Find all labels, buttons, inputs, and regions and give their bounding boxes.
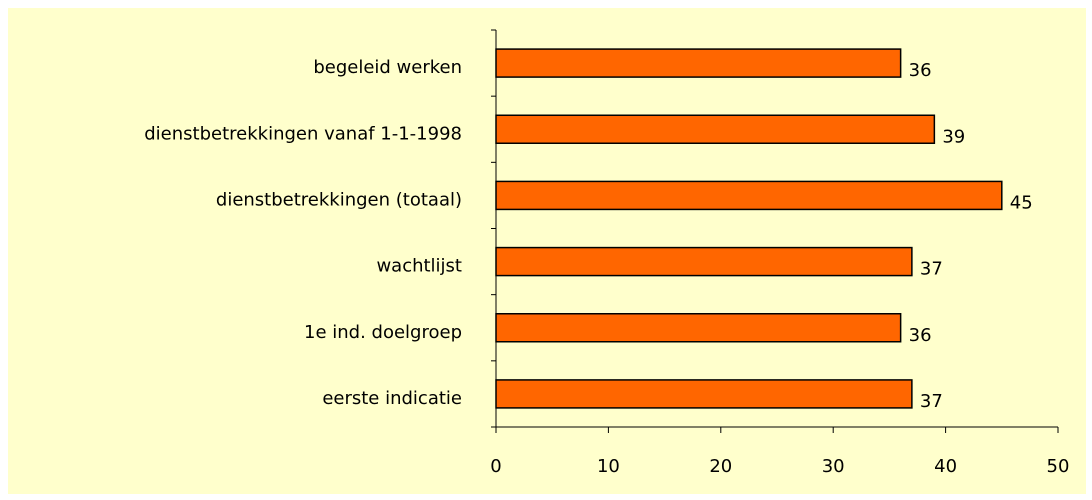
bar	[495, 114, 936, 144]
x-tick-label: 40	[934, 456, 957, 477]
x-tick-label: 10	[597, 456, 620, 477]
y-tick-label: begeleid werken	[313, 57, 462, 78]
y-tick-label: wachtlijst	[376, 256, 462, 277]
data-label: 37	[920, 391, 943, 412]
x-tick-label: 30	[822, 456, 845, 477]
y-tick-label: dienstbetrekkingen (totaal)	[216, 189, 462, 210]
y-tick-label: dienstbetrekkingen vanaf 1-1-1998	[144, 123, 462, 144]
data-label: 39	[942, 126, 965, 147]
bar	[495, 313, 902, 343]
bar	[495, 246, 913, 277]
bar	[495, 379, 913, 409]
y-tick-label: eerste indicatie	[322, 388, 462, 409]
x-tick-label: 20	[709, 456, 732, 477]
data-label: 45	[1010, 192, 1033, 213]
x-tick-label: 0	[490, 456, 501, 477]
y-tick-label: 1e ind. doelgroep	[304, 322, 462, 343]
bar	[495, 48, 902, 78]
bar	[495, 180, 1003, 211]
x-tick-label: 50	[1047, 456, 1070, 477]
data-label: 37	[920, 259, 943, 280]
data-label: 36	[909, 325, 932, 346]
data-label: 36	[909, 60, 932, 81]
